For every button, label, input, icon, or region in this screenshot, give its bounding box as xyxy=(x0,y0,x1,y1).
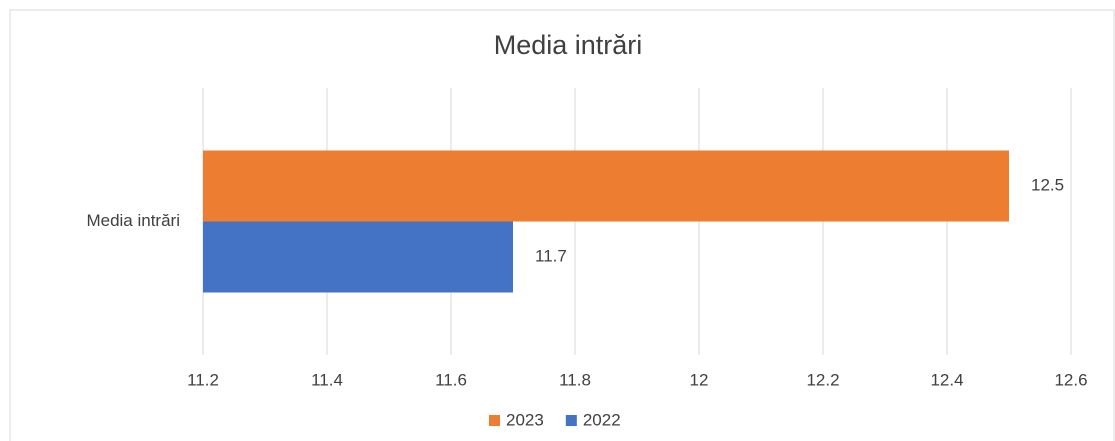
x-tick-label: 11.8 xyxy=(559,370,591,389)
legend-label: 2022 xyxy=(583,410,621,429)
chart-title: Media intrări xyxy=(494,30,643,60)
y-tick-label: Media intrări xyxy=(86,211,180,230)
legend-swatch xyxy=(489,415,500,426)
legend-swatch xyxy=(565,415,577,426)
x-tick-label: 12.2 xyxy=(806,370,839,389)
x-tick-label: 12.6 xyxy=(1054,370,1087,389)
legend-label: 2023 xyxy=(506,410,544,429)
x-tick-label: 11.2 xyxy=(187,370,219,389)
x-tick-label: 12 xyxy=(690,370,709,389)
data-label: 12.5 xyxy=(1031,175,1064,194)
bar xyxy=(203,221,513,293)
x-tick-label: 12.4 xyxy=(930,370,963,389)
x-tick-label: 11.6 xyxy=(435,370,467,389)
bar xyxy=(203,150,1009,222)
x-tick-label: 11.4 xyxy=(311,370,343,389)
data-label: 11.7 xyxy=(535,246,567,265)
chart-border xyxy=(9,9,1115,441)
